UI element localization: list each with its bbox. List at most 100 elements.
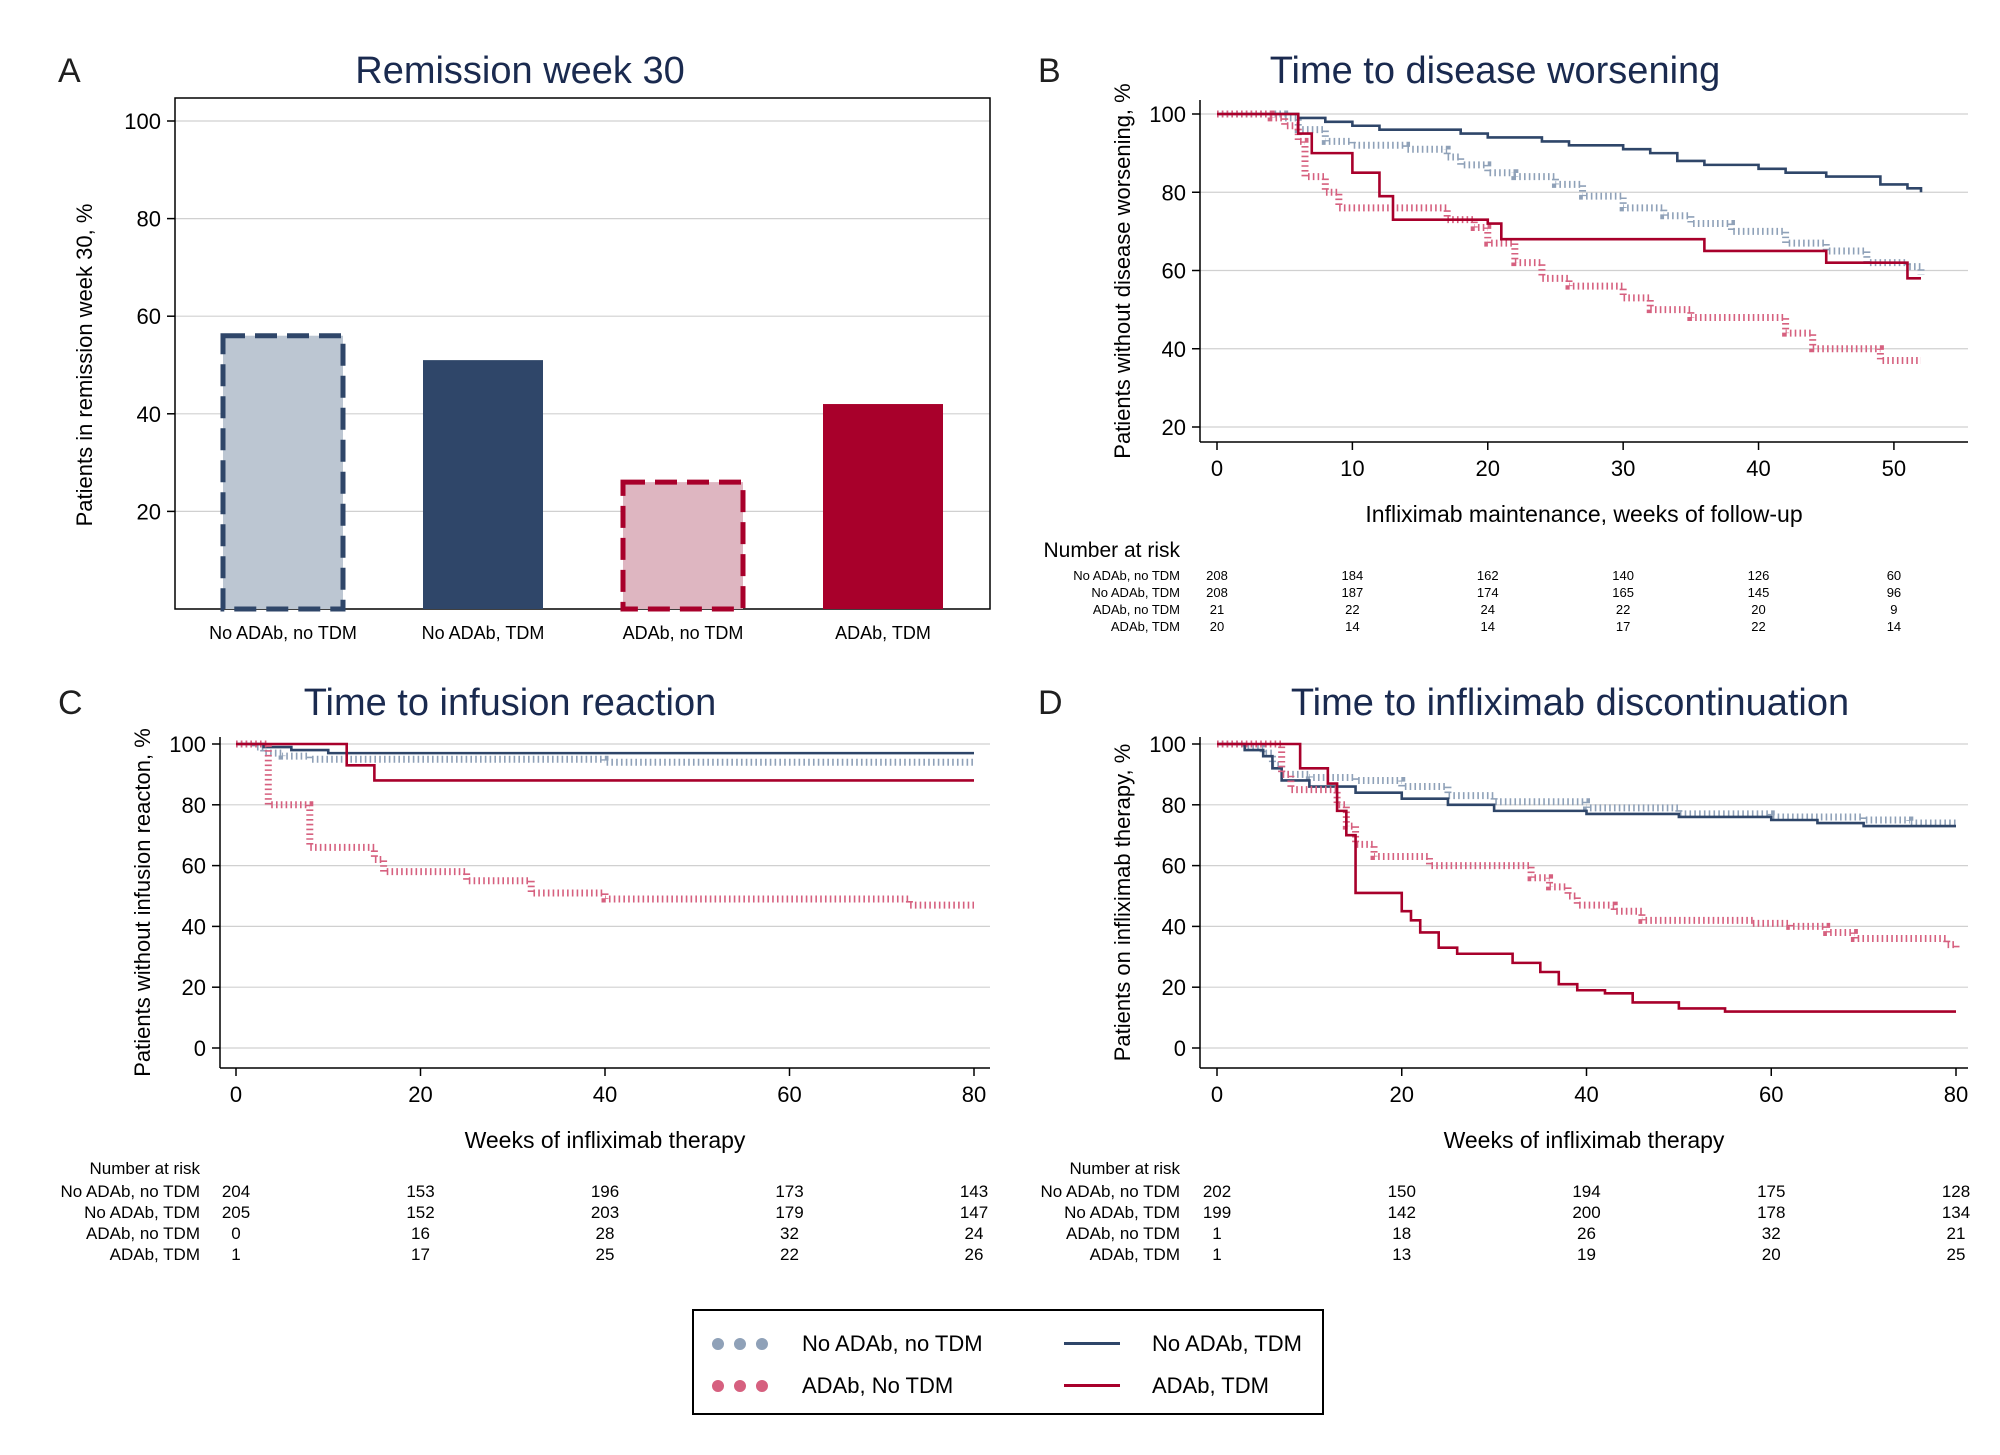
risk-value: 208 [1206,585,1228,600]
y-tick-label: 20 [182,975,206,1000]
risk-value: 128 [1942,1182,1970,1201]
risk-value: 196 [591,1182,619,1201]
risk-row-label: No ADAb, no TDM [60,1182,200,1201]
y-tick-label: 100 [1149,732,1186,757]
panel-letter-b: B [1038,52,1061,90]
bar [423,360,543,609]
legend-swatch-dotted-crimson [712,1380,768,1392]
risk-value: 174 [1477,585,1499,600]
risk-value: 187 [1342,585,1364,600]
risk-value: 17 [411,1245,430,1264]
risk-value: 1 [231,1245,240,1264]
x-tick-label: 0 [230,1082,242,1107]
panel-letter-a: A [58,52,81,90]
y-tick-label: 80 [182,793,206,818]
risk-row-label: ADAb, TDM [110,1245,200,1264]
legend-label: No ADAb, TDM [1152,1331,1302,1356]
x-tick-label: 30 [1611,456,1635,481]
risk-value: 147 [960,1203,988,1222]
risk-value: 60 [1887,568,1901,583]
risk-value: 26 [1577,1224,1596,1243]
y-tick-label: 100 [169,732,206,757]
panel-letter-c: C [58,684,83,722]
risk-value: 153 [406,1182,434,1201]
x-tick-label: 40 [1574,1082,1598,1107]
km-curve-solid-navy [1217,112,1923,193]
risk-value: 208 [1206,568,1228,583]
risk-value: 20 [1751,602,1765,617]
y-tick-label: 40 [137,402,161,427]
x-tick-label: 0 [1211,1082,1223,1107]
y-tick-label: 80 [1162,793,1186,818]
km-curve-dotted-navy [236,740,974,766]
risk-value: 140 [1612,568,1634,583]
risk-value: 21 [1947,1224,1966,1243]
y-tick-label: 80 [137,207,161,232]
risk-value: 145 [1748,585,1770,600]
x-tick-label: 0 [1211,456,1223,481]
y-tick-label: 20 [1162,975,1186,1000]
x-axis-label: Infliximab maintenance, weeks of follow-… [1365,501,1802,527]
risk-row-label: No ADAb, no TDM [1073,568,1180,583]
risk-value: 162 [1477,568,1499,583]
risk-value: 14 [1345,619,1359,634]
y-axis-label: Patients without disease worsening, % [1110,83,1135,458]
x-axis-label: Weeks of infliximab therapy [1444,1127,1725,1153]
risk-row-label: No ADAb, TDM [1064,1203,1180,1222]
y-axis-label: Patients on infliximab therapy, % [1110,744,1135,1062]
risk-value: 143 [960,1182,988,1201]
bar [823,404,943,609]
risk-table-title: Number at risk [89,1159,200,1178]
x-tick-label: 80 [1944,1082,1968,1107]
risk-value: 32 [780,1224,799,1243]
risk-value: 22 [1751,619,1765,634]
risk-value: 202 [1203,1182,1231,1201]
x-tick-label: 40 [593,1082,617,1107]
x-tick-label: 20 [408,1082,432,1107]
risk-value: 165 [1612,585,1634,600]
legend: No ADAb, no TDM No ADAb, TDM ADAb, No TD… [692,1309,1324,1415]
risk-value: 199 [1203,1203,1231,1222]
panel-letter-d: D [1038,684,1063,722]
risk-value: 1 [1212,1224,1221,1243]
y-tick-label: 60 [137,304,161,329]
risk-value: 175 [1757,1182,1785,1201]
risk-value: 126 [1748,568,1770,583]
risk-value: 19 [1577,1245,1596,1264]
y-tick-label: 20 [137,499,161,524]
y-tick-label: 60 [182,854,206,879]
km-curve-dotted-navy [1217,740,1956,827]
x-tick-label: 20 [1476,456,1500,481]
x-axis-label: Weeks of infliximab therapy [465,1127,746,1153]
bar [220,333,346,612]
risk-value: 184 [1342,568,1364,583]
risk-value: 1 [1212,1245,1221,1264]
y-tick-label: 20 [1162,415,1186,440]
risk-value: 203 [591,1203,619,1222]
x-tick-label: 60 [777,1082,801,1107]
risk-value: 22 [1345,602,1359,617]
x-tick-label: 50 [1882,456,1906,481]
risk-value: 178 [1757,1203,1785,1222]
legend-label: ADAb, No TDM [802,1373,954,1398]
risk-value: 18 [1392,1224,1411,1243]
risk-value: 20 [1762,1245,1781,1264]
risk-value: 22 [780,1245,799,1264]
x-tick-label: 80 [962,1082,986,1107]
y-tick-label: 40 [1162,914,1186,939]
risk-value: 134 [1942,1203,1970,1222]
risk-value: 205 [222,1203,250,1222]
risk-value: 9 [1890,602,1897,617]
risk-value: 173 [775,1182,803,1201]
risk-value: 194 [1572,1182,1600,1201]
risk-row-label: No ADAb, TDM [84,1203,200,1222]
legend-swatch-solid-navy [1064,1342,1120,1345]
risk-value: 14 [1887,619,1901,634]
km-curve-dotted-navy [1217,110,1925,275]
risk-table-title: Number at risk [1069,1159,1180,1178]
risk-value: 24 [1481,602,1495,617]
risk-value: 22 [1616,602,1630,617]
legend-swatch-dotted-navy [712,1338,768,1350]
risk-value: 26 [965,1245,984,1264]
